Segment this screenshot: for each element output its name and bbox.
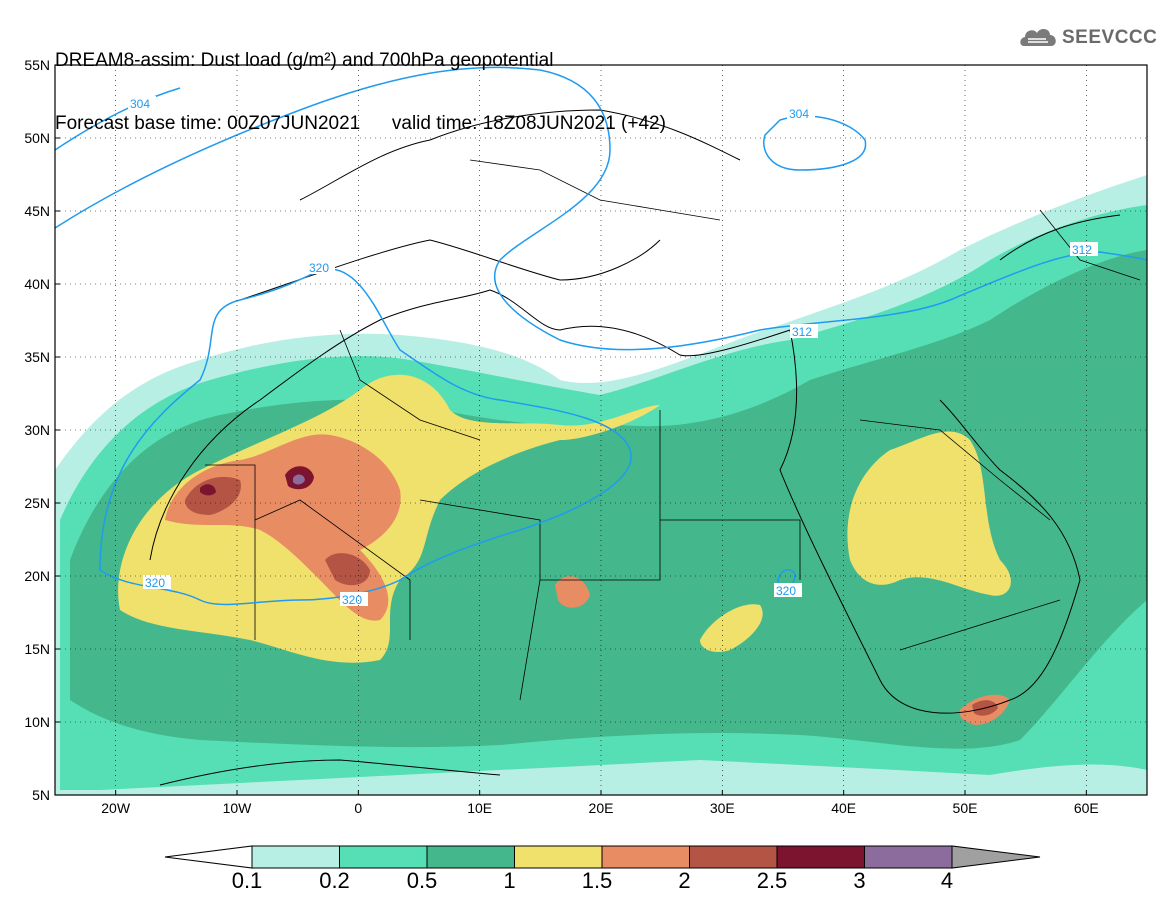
dust-contour-1.5-chad — [555, 576, 590, 608]
contour-label-bg — [790, 324, 818, 338]
legend-label: 2 — [678, 868, 691, 893]
contour-label-bg — [128, 96, 156, 110]
legend-label: 1.5 — [581, 868, 613, 893]
legend-label: 0.2 — [319, 868, 350, 893]
longitude-label: 40E — [831, 800, 856, 816]
contour-label-bg — [774, 583, 802, 597]
contour-label: 304 — [130, 97, 150, 111]
longitude-labels: 20W 10W 0 10E 20E 30E 40E 50E 60E — [101, 790, 1099, 816]
legend-right-arrow — [951, 845, 1041, 869]
legend-label: 3 — [853, 868, 866, 893]
legend-swatch — [864, 845, 953, 869]
legend-label: 4 — [940, 868, 954, 893]
latitude-label: 40N — [24, 276, 50, 292]
contour-label: 320 — [342, 593, 362, 607]
map-title: DREAM8-assim: Dust load (g/m²) and 700hP… — [55, 8, 666, 155]
contour-label: 312 — [792, 325, 812, 339]
longitude-label: 20E — [589, 800, 614, 816]
legend-swatch — [514, 845, 603, 869]
logo-text: SEEVCCC — [1062, 27, 1158, 48]
contour-labels: 304 304 320 320 320 312 312 320 — [128, 96, 1098, 607]
contour-label: 320 — [776, 584, 796, 598]
longitude-label: 10E — [467, 800, 492, 816]
contour-label: 320 — [145, 576, 165, 590]
latitude-label: 15N — [24, 641, 50, 657]
coastlines — [149, 109, 1121, 786]
latitude-label: 25N — [24, 495, 50, 511]
seevccc-logo: SEEVCCC — [1018, 22, 1158, 56]
legend-swatch — [339, 845, 428, 869]
cloud-logo-icon — [1020, 29, 1056, 46]
title-line-2: Forecast base time: 00Z07JUN2021 valid t… — [55, 113, 666, 134]
legend-swatch — [776, 845, 865, 869]
contour-label: 320 — [309, 261, 329, 275]
latitude-label: 30N — [24, 422, 50, 438]
longitude-label: 0 — [354, 800, 362, 816]
latitude-label: 35N — [24, 349, 50, 365]
contour-label-bg — [143, 575, 171, 589]
latitude-label: 10N — [24, 714, 50, 730]
latitude-label: 50N — [24, 130, 50, 146]
legend-label: 0.1 — [231, 868, 263, 893]
geopotential-contours — [55, 66, 1147, 606]
contour-label-bg — [340, 592, 368, 606]
longitude-label: 50E — [953, 800, 978, 816]
legend-label: 0.5 — [406, 868, 438, 893]
contour-label-bg — [787, 106, 815, 120]
dust-contour-1-arabia — [847, 431, 1011, 596]
latitude-label: 20N — [24, 568, 50, 584]
dust-contour-2 — [185, 476, 241, 515]
longitude-label: 60E — [1074, 800, 1099, 816]
latitude-labels: 55N 50N 45N 40N 35N 30N 25N 20N 15N 10N 5N — [24, 57, 60, 803]
dust-contour-2-mali — [325, 553, 370, 586]
legend-colorbar — [164, 845, 1041, 869]
contour-label: 304 — [789, 107, 809, 121]
latitude-label: 45N — [24, 203, 50, 219]
legend-swatch — [601, 845, 690, 869]
latitude-label: 5N — [32, 787, 50, 803]
contour-label-bg — [307, 260, 335, 274]
contour-label-bg — [1070, 242, 1098, 256]
legend-label: 2.5 — [756, 868, 788, 893]
gridlines — [55, 65, 1147, 795]
latitude-label: 55N — [24, 57, 50, 73]
legend-labels: 0.1 0.2 0.5 1 1.5 2 2.5 3 4 — [0, 868, 1165, 898]
legend-left-arrow — [164, 845, 253, 869]
longitude-label: 30E — [710, 800, 735, 816]
dust-contour-3 — [293, 474, 305, 485]
legend-swatch — [689, 845, 778, 869]
dust-contour-2.5-west — [200, 484, 216, 496]
legend-swatch — [426, 845, 515, 869]
legend-label: 1 — [503, 868, 516, 893]
dust-contour-1-sudan — [700, 604, 763, 652]
contour-label: 312 — [1072, 243, 1092, 257]
legend-swatch — [251, 845, 340, 869]
longitude-label: 10W — [223, 800, 253, 816]
longitude-label: 20W — [101, 800, 131, 816]
title-line-1: DREAM8-assim: Dust load (g/m²) and 700hP… — [55, 50, 554, 71]
